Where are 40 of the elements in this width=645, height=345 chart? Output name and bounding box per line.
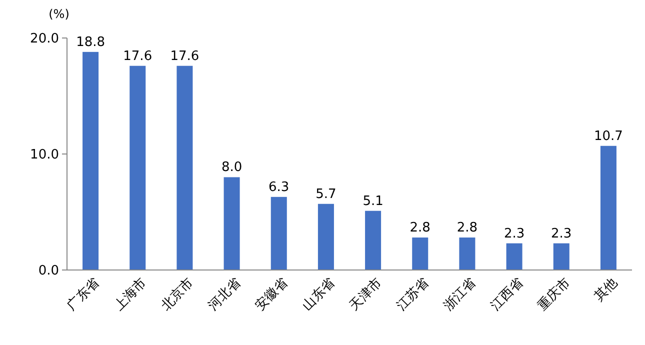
bar — [506, 243, 522, 270]
bar — [270, 196, 287, 270]
bar — [82, 52, 99, 270]
data-label: 18.8 — [76, 34, 106, 50]
x-tick-label: 江西省 — [488, 275, 526, 314]
data-label: 6.3 — [268, 180, 290, 195]
x-tick-label: 北京市 — [158, 275, 197, 314]
x-tick-label: 浙江省 — [441, 275, 480, 314]
x-tick-label: 河北省 — [206, 275, 244, 314]
data-label: 2.3 — [551, 226, 572, 242]
bar — [318, 204, 334, 270]
bar — [412, 238, 428, 270]
bar — [600, 146, 616, 270]
y-tick-label: 0.0 — [38, 264, 59, 279]
bar — [224, 177, 240, 270]
bar — [176, 66, 193, 270]
bar — [365, 210, 382, 270]
x-tick-label: 山东省 — [300, 275, 338, 314]
data-label: 5.1 — [362, 194, 384, 209]
x-tick-label: 上海市 — [111, 275, 150, 314]
data-label: 2.8 — [410, 220, 430, 236]
x-tick-label: 天津市 — [346, 275, 386, 314]
y-tick-label: 20.0 — [30, 32, 59, 47]
bar — [459, 238, 476, 270]
x-tick-label: 江苏省 — [394, 275, 432, 314]
x-tick-label: 其他 — [592, 275, 621, 304]
data-label: 17.6 — [170, 48, 200, 64]
bar — [553, 243, 570, 270]
data-label: 5.7 — [316, 186, 336, 202]
data-label: 17.6 — [123, 48, 152, 64]
y-axis-title: (%) — [48, 7, 70, 21]
data-label: 8.0 — [221, 160, 242, 176]
x-tick-label: 广东省 — [64, 275, 103, 314]
bar — [130, 66, 146, 270]
x-tick-label: 重庆市 — [535, 275, 574, 314]
y-tick-label: 10.0 — [30, 148, 59, 163]
data-label: 2.3 — [504, 226, 525, 242]
data-label: 10.7 — [594, 128, 623, 144]
x-tick-label: 安徽省 — [252, 274, 291, 314]
data-label: 2.8 — [456, 220, 478, 236]
